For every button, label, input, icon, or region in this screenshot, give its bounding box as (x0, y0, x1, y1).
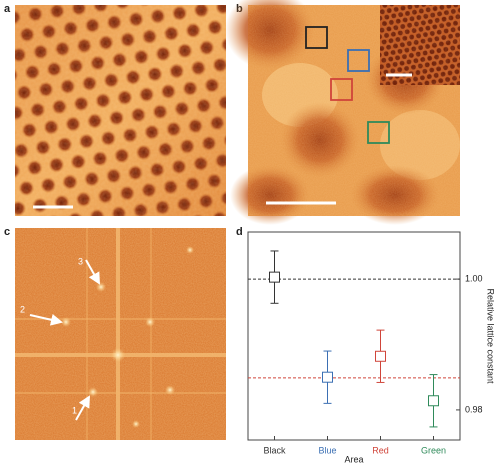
y-tick-label: 0.98 (465, 404, 483, 414)
spot-label: 1 (72, 405, 77, 415)
panel-label: d (236, 226, 243, 238)
data-point (375, 350, 386, 362)
stm-image-a (15, 5, 226, 216)
area-box (305, 26, 328, 49)
fft-image-c: 1 2 3 (15, 228, 226, 440)
y-axis-label: Relative lattice constant (486, 288, 496, 384)
arrow (75, 395, 90, 421)
x-tick-label: Green (421, 445, 446, 455)
y-tick-label: 1.00 (465, 273, 483, 283)
x-tick-label: Black (263, 445, 286, 455)
arrow (29, 313, 63, 326)
area-box (330, 78, 353, 101)
panel-label: c (4, 226, 10, 238)
x-tick-label: Red (372, 445, 389, 455)
x-tick-label: Blue (318, 445, 336, 455)
area-box (367, 121, 390, 144)
data-point (428, 395, 439, 407)
panel-label: a (4, 3, 11, 15)
spot-label: 2 (20, 304, 25, 314)
plot-frame (247, 231, 461, 441)
spot-label: 3 (78, 256, 83, 266)
arrow (85, 259, 100, 285)
area-box (347, 49, 370, 72)
data-point (322, 371, 333, 383)
x-axis-label: Area (344, 454, 363, 464)
data-point (269, 271, 280, 283)
stm-image-b (225, 0, 460, 225)
